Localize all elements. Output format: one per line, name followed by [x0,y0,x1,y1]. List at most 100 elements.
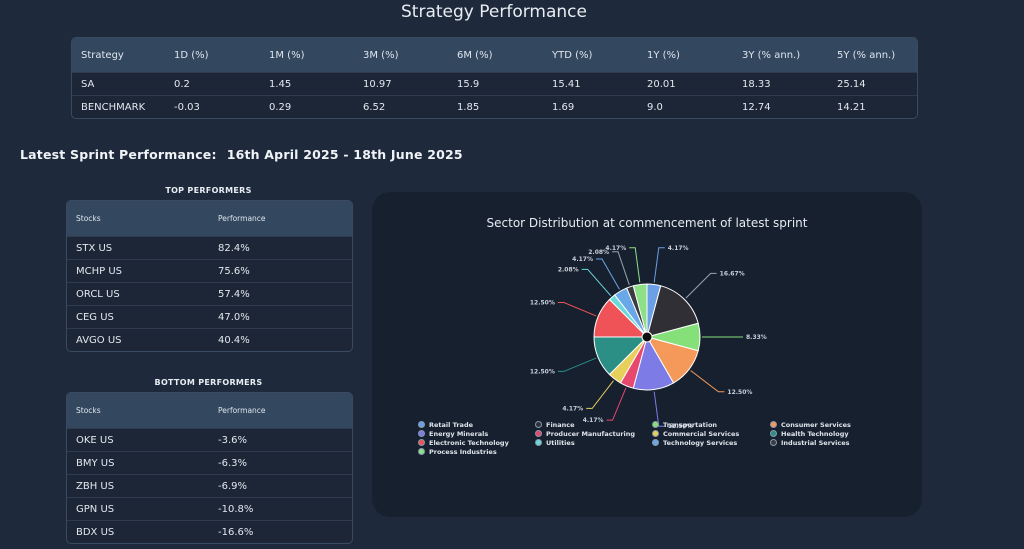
column-header: Performance [218,393,352,429]
bottom-performers-heading: BOTTOM PERFORMERS [154,378,263,387]
table-cell: 1.45 [260,72,354,96]
strategy-table-header: Strategy 1D (%) 1M (%) 3M (%) 6M (%) YTD… [72,38,917,73]
pie-chart-svg: 4.17%16.67%8.33%12.50%12.50%4.17%4.17%12… [530,245,767,430]
legend-swatch [652,430,659,437]
table-row: AVGO US 40.4% [67,328,352,351]
legend-label: Energy Minerals [429,429,489,438]
table-cell: SA [72,72,165,96]
leader-line [557,357,597,372]
performance-cell: -16.6% [218,520,352,543]
legend-item[interactable]: Finance [535,420,652,429]
slice-label: 12.50% [668,423,693,430]
performance-cell: 47.0% [218,305,352,329]
bottom-performers-table: Stocks Performance OKE US -3.6% BMY US -6.… [66,392,353,544]
legend-label: Consumer Services [781,420,851,429]
table-cell: 10.97 [354,72,448,96]
slice-label: 12.50% [530,368,555,375]
slice-label: 2.08% [588,249,609,256]
legend-swatch [652,439,659,446]
leader-line [653,391,665,427]
legend-item[interactable]: Utilities [535,438,652,447]
leader-line [595,258,620,290]
legend-label: Industrial Services [781,438,850,447]
column-header: Stocks [67,201,218,237]
legend-item[interactable]: Technology Services [652,438,770,447]
legend-swatch [418,439,425,446]
pie-center-hole [641,331,653,343]
leader-line [690,370,725,393]
legend-item[interactable]: Retail Trade [418,420,535,429]
column-header: 1M (%) [260,38,354,73]
legend-swatch [770,439,777,446]
performance-cell: -10.8% [218,497,352,521]
legend-label: Utilities [546,438,575,447]
performance-cell: -6.9% [218,474,352,498]
legend-item[interactable]: Producer Manufacturing [535,429,652,438]
pie-slice-process-industries [632,283,648,338]
legend-label: Finance [546,420,575,429]
table-cell: 6.52 [354,95,448,118]
sector-distribution-chart: Sector Distribution at commencement of l… [372,192,922,517]
leader-line [581,268,612,296]
table-cell: 18.33 [733,72,828,96]
performance-cell: -6.3% [218,451,352,475]
table-cell: 12.74 [733,95,828,118]
table-cell: -0.03 [165,95,260,118]
legend-swatch [418,421,425,428]
slice-label: 12.50% [530,300,555,307]
legend-label: Commercial Services [663,429,740,438]
stock-cell: CEG US [67,305,218,329]
chart-legend: Retail Trade Finance Transportation Consume… [418,420,888,456]
slice-label: 16.67% [720,270,745,277]
stock-cell: OKE US [67,428,218,452]
column-header: Strategy [72,38,165,73]
legend-item[interactable]: Commercial Services [652,429,770,438]
legend-label: Health Technology [781,429,849,438]
slice-label: 4.17% [562,405,583,412]
legend-label: Process Industries [429,447,497,456]
table-cell: 0.29 [260,95,354,118]
table-row: ZBH US -6.9% [67,474,352,498]
table-cell: 0.2 [165,72,260,96]
slice-label: 2.08% [558,266,579,273]
legend-label: Retail Trade [429,420,473,429]
legend-item[interactable]: Energy Minerals [418,429,535,438]
table-cell: 20.01 [638,72,733,96]
table-row: BENCHMARK -0.03 0.29 6.52 1.85 1.69 9.0 … [72,95,917,118]
table-cell: 15.9 [448,72,543,96]
table-row: STX US 82.4% [67,236,352,260]
legend-item[interactable]: Health Technology [770,429,888,438]
legend-swatch [652,421,659,428]
legend-item[interactable]: Consumer Services [770,420,888,429]
legend-swatch [535,421,542,428]
sprint-period: 16th April 2025 - 18th June 2025 [226,147,463,162]
performance-cell: 82.4% [218,236,352,260]
column-header: 3Y (% ann.) [733,38,828,73]
table-cell: 1.69 [543,95,638,118]
legend-item[interactable]: Transportation [652,420,770,429]
table-row: ORCL US 57.4% [67,282,352,306]
legend-label: Technology Services [663,438,738,447]
table-cell: BENCHMARK [72,95,165,118]
legend-swatch [418,448,425,455]
table-cell: 25.14 [828,72,917,96]
leader-line [653,247,665,283]
leader-line [606,387,627,421]
legend-item[interactable]: Process Industries [418,447,535,456]
strategy-performance-table: Strategy 1D (%) 1M (%) 3M (%) 6M (%) YTD… [71,37,918,119]
stock-cell: ORCL US [67,282,218,306]
legend-item[interactable]: Industrial Services [770,438,888,447]
column-header: 3M (%) [354,38,448,73]
pie-slice-finance [646,285,699,338]
table-cell: 9.0 [638,95,733,118]
slice-label: 8.33% [746,334,767,341]
slice-label: 4.17% [572,256,593,263]
column-header: 1D (%) [165,38,260,73]
legend-label: Electronic Technology [429,438,509,447]
column-header: 5Y (% ann.) [828,38,917,73]
legend-item[interactable]: Electronic Technology [418,438,535,447]
stock-cell: ZBH US [67,474,218,498]
legend-swatch [535,430,542,437]
slice-label: 4.17% [583,417,604,424]
legend-label: Producer Manufacturing [546,429,636,438]
